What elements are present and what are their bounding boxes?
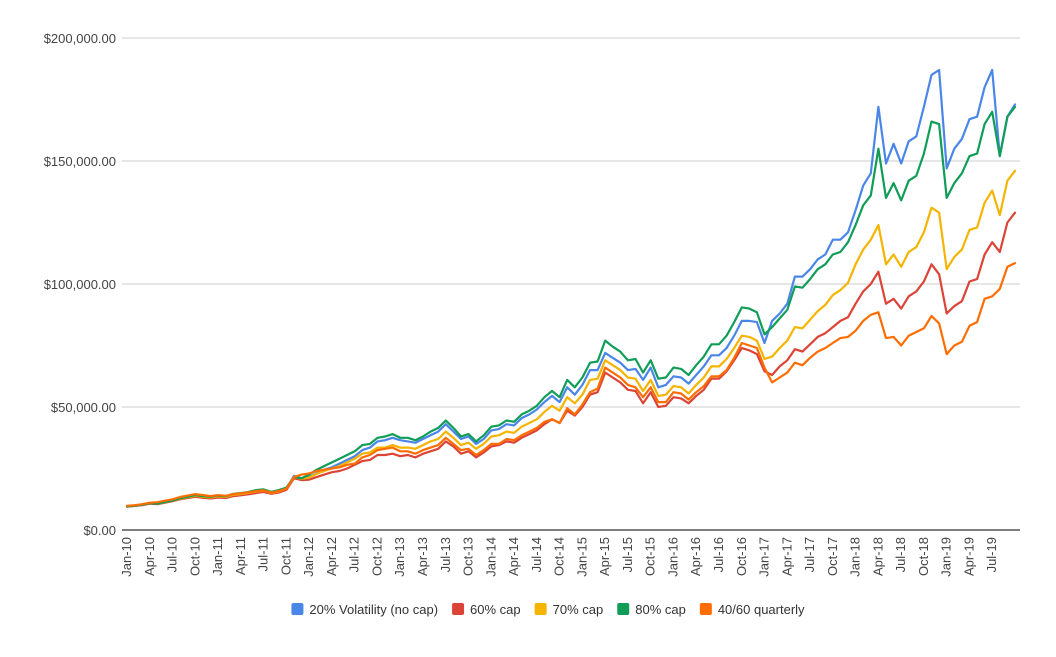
y-axis-tick-labels: $0.00 $50,000.00 $100,000.00 $150,000.00 $20…: [44, 31, 116, 538]
y-tick-label: $100,000.00: [44, 277, 116, 292]
x-tick-label: Apr-16: [688, 537, 703, 576]
x-tick-label: Oct-12: [369, 537, 384, 576]
x-tick-label: Jul-19: [984, 537, 999, 572]
x-tick-label: Oct-11: [278, 537, 293, 575]
x-tick-label: Jan-18: [848, 537, 863, 577]
y-tick-label: $200,000.00: [44, 31, 116, 46]
x-tick-label: Jul-11: [256, 537, 271, 571]
legend-label: 60% cap: [470, 602, 521, 617]
x-tick-label: Jul-13: [438, 537, 453, 572]
legend-item[interactable]: 80% cap: [617, 602, 686, 617]
y-tick-label: $0.00: [83, 523, 116, 538]
x-tick-label: Jul-14: [529, 537, 544, 572]
x-tick-label: Jul-16: [711, 537, 726, 572]
x-tick-label: Apr-12: [324, 537, 339, 576]
x-tick-label: Apr-10: [142, 537, 157, 576]
legend-item[interactable]: 70% cap: [534, 602, 604, 617]
series-line-5: [125, 262, 1017, 507]
legend[interactable]: 20% Volatility (no cap) 60% cap 70% cap 80%…: [291, 602, 805, 617]
x-tick-label: Oct-14: [552, 537, 567, 576]
x-tick-label: Jan-16: [665, 537, 680, 577]
legend-item[interactable]: 40/60 quarterly: [699, 602, 805, 617]
series-line-3: [125, 169, 1017, 508]
x-tick-label: Jul-10: [165, 537, 180, 572]
legend-label: 40/60 quarterly: [718, 602, 805, 617]
x-tick-label: Apr-19: [961, 537, 976, 576]
legend-swatch: [534, 603, 547, 615]
x-axis-tick-labels: Jan-10 Apr-10 Jul-10 Oct-10 Jan-11 Apr-11 Jul-…: [119, 537, 999, 577]
x-tick-label: Apr-11: [233, 537, 248, 575]
gridlines: [122, 37, 1020, 531]
x-tick-label: Jul-17: [802, 537, 817, 572]
x-tick-label: Oct-15: [643, 537, 658, 576]
x-tick-label: Oct-17: [825, 537, 840, 576]
y-tick-label: $150,000.00: [44, 154, 116, 169]
x-tick-label: Oct-10: [187, 537, 202, 576]
x-tick-label: Oct-16: [734, 537, 749, 576]
series-line-4: [125, 105, 1017, 508]
x-tick-label: Jul-15: [620, 537, 635, 572]
legend-label: 20% Volatility (no cap): [309, 602, 438, 617]
x-tick-label: Jan-19: [939, 537, 954, 577]
legend-swatch: [617, 603, 630, 615]
legend-item[interactable]: 60% cap: [452, 602, 521, 617]
x-tick-label: Jul-12: [347, 537, 362, 572]
x-tick-label: Apr-18: [870, 537, 885, 576]
x-tick-label: Jan-17: [757, 537, 772, 577]
legend-swatch: [452, 603, 465, 615]
x-tick-label: Oct-18: [916, 537, 931, 576]
x-tick-label: Jan-15: [574, 537, 589, 577]
x-tick-label: Apr-14: [506, 537, 521, 576]
legend-label: 70% cap: [553, 602, 604, 617]
x-tick-label: Jan-12: [301, 537, 316, 577]
y-tick-label: $50,000.00: [51, 400, 116, 415]
x-tick-label: Oct-13: [461, 537, 476, 576]
x-tick-label: Jul-18: [893, 537, 908, 572]
series-line-2: [125, 211, 1017, 508]
x-tick-label: Apr-15: [597, 537, 612, 576]
legend-item[interactable]: 20% Volatility (no cap): [291, 602, 438, 617]
x-tick-label: Apr-13: [415, 537, 430, 576]
legend-swatch: [291, 603, 304, 615]
x-tick-label: Apr-17: [779, 537, 794, 576]
legend-swatch: [699, 603, 712, 615]
x-tick-label: Jan-14: [483, 537, 498, 577]
x-tick-label: Jan-11: [210, 537, 225, 576]
x-tick-label: Jan-13: [392, 537, 407, 577]
legend-label: 80% cap: [635, 602, 686, 617]
x-tick-label: Jan-10: [119, 537, 134, 577]
series-lines: [125, 68, 1017, 508]
